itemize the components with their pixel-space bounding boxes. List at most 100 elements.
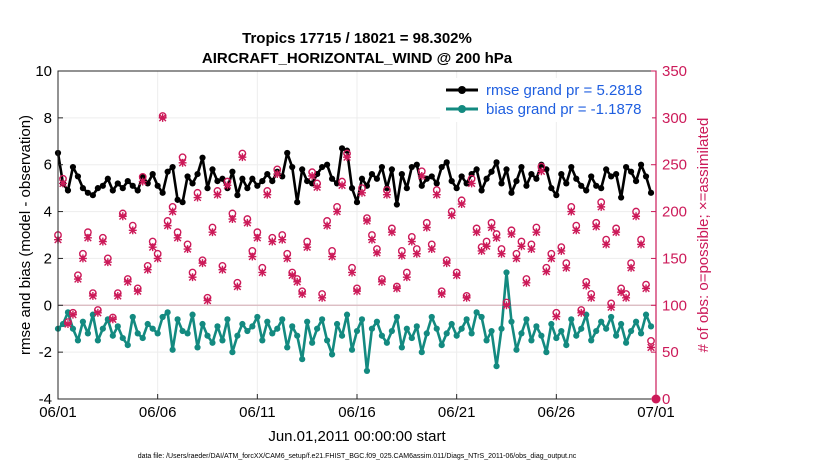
assimilated-obs-marker [268,237,277,246]
assimilated-obs-glyph [338,181,347,190]
assimilated-obs-marker [158,113,167,122]
assimilated-obs-glyph [572,226,581,235]
x-tick-label: 06/11 [239,404,275,421]
bias-point [488,327,495,335]
assimilated-obs-marker [283,254,292,263]
rmse-point [244,185,251,192]
rmse-point [214,178,221,185]
bias-point [603,325,610,332]
assimilated-obs-glyph [168,207,177,216]
assimilated-obs-marker [88,291,97,300]
bias-point [219,337,226,344]
y-tick-label: 4 [44,204,52,221]
rmse-point [578,182,585,189]
assimilated-obs-marker [397,251,406,260]
assimilated-obs-marker [118,212,127,221]
rmse-point [418,182,425,189]
y-tick-label: -2 [39,344,52,361]
bias-point [144,320,151,328]
assimilated-obs-marker [208,228,217,237]
assimilated-obs-marker [517,242,526,251]
assimilated-obs-marker [253,233,262,242]
x-tick-label: 06/01 [39,404,77,421]
assimilated-obs-marker [343,153,351,162]
bias-point [309,339,316,346]
rmse-point [642,173,650,180]
assimilated-obs-marker [308,172,317,180]
bias-point [274,325,281,332]
bias-point [164,309,171,316]
y2-tick-label: 200 [662,204,687,221]
rmse-point [319,163,326,171]
assimilated-obs-marker [78,254,87,263]
bias-point [269,330,276,337]
bias-point [74,337,82,344]
bias-point [99,325,106,332]
rmse-point [239,175,246,182]
assimilated-obs-glyph [223,181,232,190]
bias-point [413,323,420,330]
assimilated-obs-glyph [68,310,77,319]
assimilated-obs-glyph [253,233,262,242]
assimilated-obs-glyph [432,190,441,199]
y2-tick-label: 350 [662,63,687,80]
assimilated-obs-marker [477,246,486,255]
rmse-point [229,168,236,175]
assimilated-obs-glyph [502,301,511,310]
legend-box [440,78,652,122]
bias-point [438,342,445,349]
rmse-point [533,175,540,182]
assimilated-obs-glyph [517,242,526,251]
assimilated-obs-marker [228,215,237,224]
legend-rmse-text: rmse grand pr = 5.2818 [486,82,642,99]
assimilated-obs-glyph [163,221,172,230]
assimilated-obs-glyph [123,277,132,286]
assimilated-obs-marker [542,267,551,276]
assimilated-obs-glyph [173,233,182,242]
rmse-point [84,189,91,196]
legend-bias-marker [458,105,466,113]
rmse-point [408,163,415,171]
bias-point [179,327,186,335]
bias-point [623,339,630,346]
bias-point [314,325,321,332]
legend-bias-text: bias grand pr = -1.1878 [486,101,642,118]
assimilated-obs-glyph [59,179,67,188]
assimilated-obs-glyph [143,265,152,274]
bias-point [259,337,266,344]
assimilated-obs-glyph [462,293,471,302]
assimilated-obs-marker [587,293,596,302]
assimilated-obs-glyph [313,183,322,192]
assimilated-obs-marker [353,287,361,296]
rmse-point [89,192,96,199]
bias-point [124,342,131,349]
assimilated-obs-marker [437,290,446,298]
assimilated-obs-marker [427,245,436,254]
assimilated-obs-marker [243,218,252,227]
rmse-point [169,163,176,171]
assimilated-obs-glyph [218,265,227,274]
assimilated-obs-marker [64,320,72,328]
assimilated-obs-glyph [358,188,366,197]
bias-point [608,313,615,321]
assimilated-obs-marker [238,153,247,162]
rmse-point [99,182,106,189]
bias-point [403,325,410,332]
assimilated-obs-marker [233,282,242,291]
assimilated-obs-marker [547,254,556,263]
x-tick-label: 06/06 [139,404,177,421]
bias-point [333,320,341,328]
assimilated-obs-glyph [353,287,361,296]
rmse-point [568,163,575,171]
rmse-point [548,185,555,192]
assimilated-obs-glyph [238,153,247,162]
assimilated-obs-glyph [437,290,446,298]
assimilated-obs-marker [113,291,122,300]
assimilated-obs-glyph [128,226,137,235]
assimilated-obs-marker [402,273,411,282]
assimilated-obs-marker [577,308,586,317]
assimilated-obs-glyph [188,273,197,282]
rmse-point [294,199,301,206]
assimilated-obs-marker [422,223,431,232]
rmse-point [378,163,386,171]
